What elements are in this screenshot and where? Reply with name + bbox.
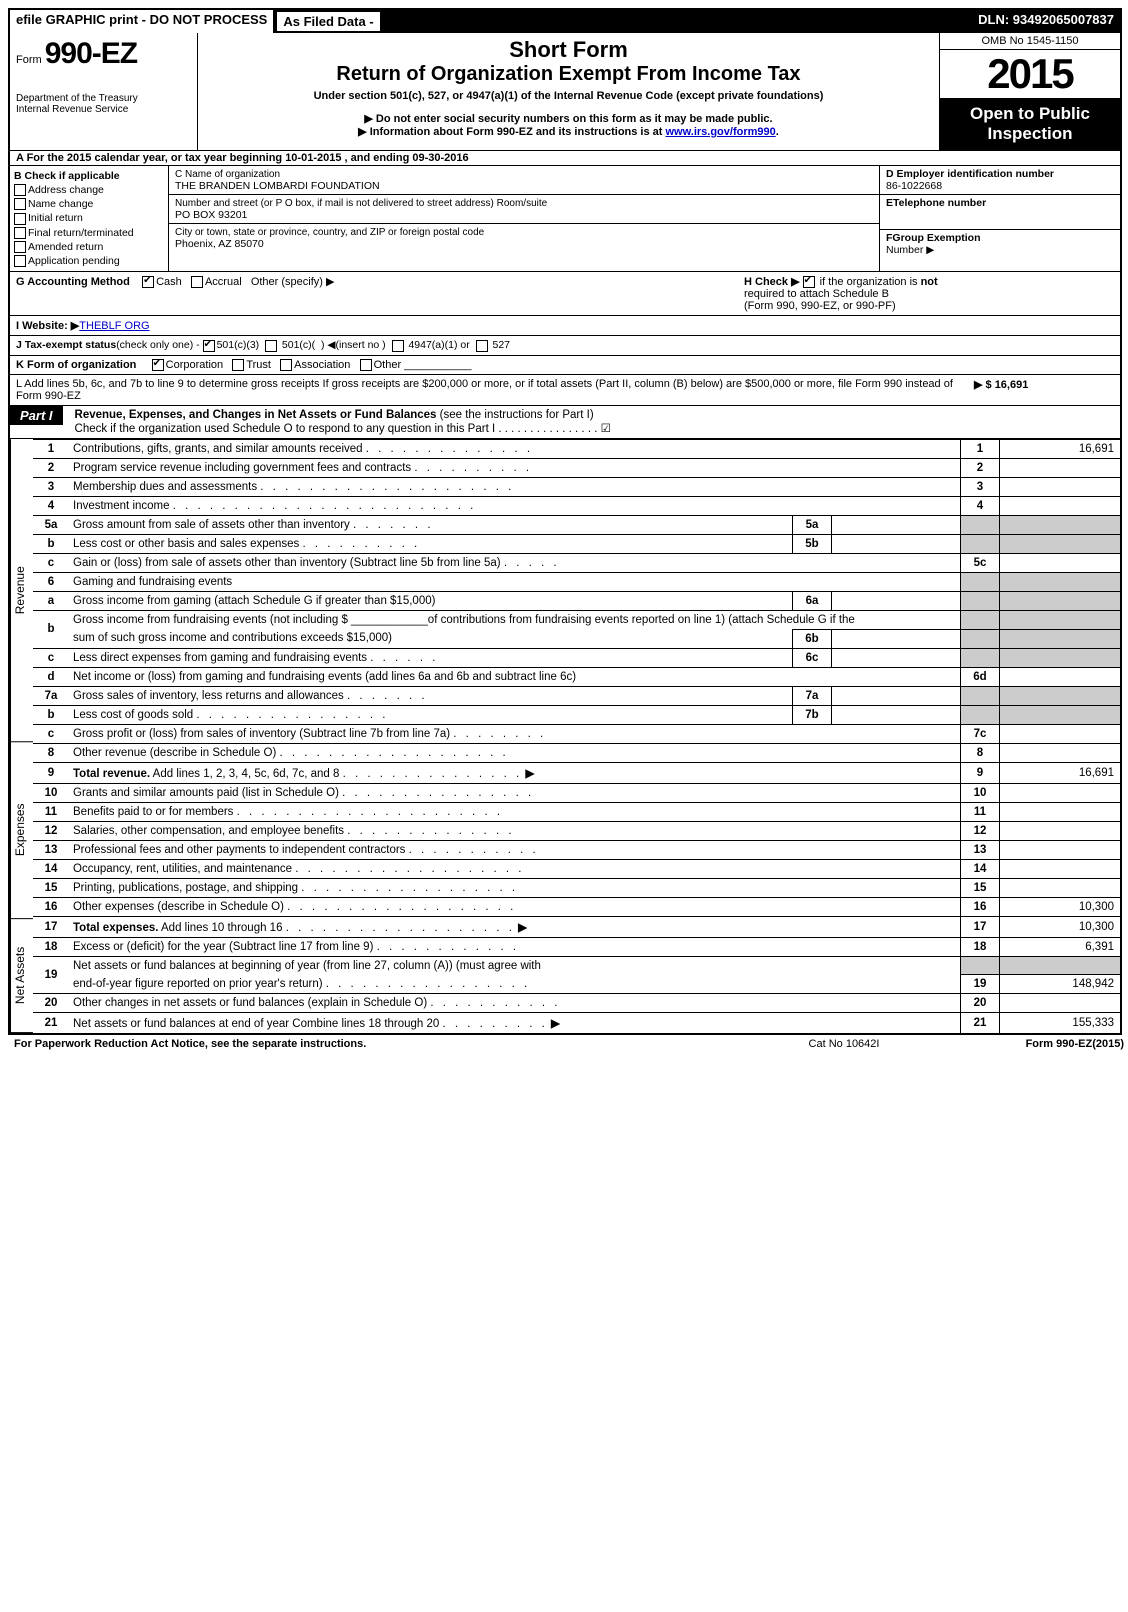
line-3: 3Membership dues and assessments . . . .… <box>33 477 1120 496</box>
street-address: PO BOX 93201 <box>175 209 247 221</box>
bullet-2: ▶ Information about Form 990-EZ and its … <box>206 125 931 138</box>
chk-trust[interactable] <box>232 359 244 371</box>
chk-final[interactable] <box>14 227 26 239</box>
chk-other[interactable] <box>360 359 372 371</box>
header-row: Form 990-EZ Department of the Treasury I… <box>10 33 1120 151</box>
subtitle: Under section 501(c), 527, or 4947(a)(1)… <box>206 90 931 102</box>
line-11: 11Benefits paid to or for members . . . … <box>33 802 1120 821</box>
title-return: Return of Organization Exempt From Incom… <box>206 63 931 86</box>
lines-area: Revenue Expenses Net Assets 1Contributio… <box>10 439 1120 1034</box>
info-grid: B Check if applicable Address change Nam… <box>10 166 1120 272</box>
cat-no: Cat No 10642I <box>744 1038 944 1050</box>
dept-treasury: Department of the Treasury <box>16 93 191 104</box>
bullet-1: ▶ Do not enter social security numbers o… <box>206 112 931 125</box>
line-6: 6Gaming and fundraising events <box>33 572 1120 591</box>
form-number: 990-EZ <box>45 37 137 70</box>
line-16: 16Other expenses (describe in Schedule O… <box>33 897 1120 916</box>
section-a: A For the 2015 calendar year, or tax yea… <box>10 151 1120 166</box>
line-18: 18Excess or (deficit) for the year (Subt… <box>33 937 1120 956</box>
omb-number: OMB No 1545-1150 <box>940 33 1120 50</box>
form-prefix: Form <box>16 54 42 66</box>
top-bar: efile GRAPHIC print - DO NOT PROCESS As … <box>10 10 1120 33</box>
line-20: 20Other changes in net assets or fund ba… <box>33 994 1120 1013</box>
line-7c: cGross profit or (loss) from sales of in… <box>33 724 1120 743</box>
dept-irs: Internal Revenue Service <box>16 104 191 115</box>
row-k: K Form of organization Corporation Trust… <box>10 356 1120 375</box>
row-j: J Tax-exempt status(check only one) - 50… <box>10 336 1120 355</box>
line-4: 4Investment income . . . . . . . . . . .… <box>33 496 1120 515</box>
open-to-public: Open to Public Inspection <box>940 98 1120 150</box>
header-left: Form 990-EZ Department of the Treasury I… <box>10 33 198 150</box>
line-10: 10Grants and similar amounts paid (list … <box>33 783 1120 802</box>
line-5c: cGain or (loss) from sale of assets othe… <box>33 553 1120 572</box>
chk-corp[interactable] <box>152 359 164 371</box>
line-6d: dNet income or (loss) from gaming and fu… <box>33 667 1120 686</box>
row-g: G Accounting Method Cash Accrual Other (… <box>16 275 734 312</box>
form-footer: Form 990-EZ(2015) <box>944 1038 1124 1050</box>
line-13: 13Professional fees and other payments t… <box>33 840 1120 859</box>
city-state-zip: Phoenix, AZ 85070 <box>175 238 264 250</box>
title-short-form: Short Form <box>206 37 931 63</box>
line-9: 9Total revenue. Add lines 1, 2, 3, 4, 5c… <box>33 762 1120 783</box>
line-7a: 7aGross sales of inventory, less returns… <box>33 686 1120 705</box>
line-21: 21Net assets or fund balances at end of … <box>33 1013 1120 1034</box>
chk-pending[interactable] <box>14 255 26 267</box>
chk-initial[interactable] <box>14 213 26 225</box>
footer: For Paperwork Reduction Act Notice, see … <box>8 1035 1128 1053</box>
chk-name[interactable] <box>14 198 26 210</box>
header-right: OMB No 1545-1150 2015 Open to Public Ins… <box>940 33 1120 150</box>
expenses-label: Expenses <box>10 742 33 919</box>
column-c: C Name of organization THE BRANDEN LOMBA… <box>169 166 880 271</box>
part-i-header: Part I Revenue, Expenses, and Changes in… <box>10 406 1120 439</box>
mid-rows: G Accounting Method Cash Accrual Other (… <box>10 272 1120 438</box>
line-7b: bLess cost of goods sold . . . . . . . .… <box>33 705 1120 724</box>
line-17: 17Total expenses. Add lines 10 through 1… <box>33 916 1120 937</box>
row-h: H Check ▶ if the organization is not req… <box>734 275 1114 312</box>
efile-label: efile GRAPHIC print - DO NOT PROCESS <box>10 10 275 33</box>
row-i: I Website: ▶THEBLF ORG <box>10 316 1120 336</box>
line-6c: cLess direct expenses from gaming and fu… <box>33 648 1120 667</box>
line-6b2: sum of such gross income and contributio… <box>33 629 1120 648</box>
netassets-label: Net Assets <box>10 919 33 1033</box>
chk-assoc[interactable] <box>280 359 292 371</box>
line-6b1: bGross income from fundraising events (n… <box>33 610 1120 629</box>
paperwork-notice: For Paperwork Reduction Act Notice, see … <box>14 1038 744 1050</box>
chk-cash[interactable] <box>142 276 154 288</box>
line-6a: aGross income from gaming (attach Schedu… <box>33 591 1120 610</box>
ein-value: 86-1022668 <box>886 180 942 192</box>
row-l-amount: ▶ $ 16,691 <box>974 378 1114 402</box>
chk-accrual[interactable] <box>191 276 203 288</box>
dln-label: DLN: 93492065007837 <box>972 10 1120 33</box>
column-de: D Employer identification number 86-1022… <box>880 166 1120 271</box>
line-12: 12Salaries, other compensation, and empl… <box>33 821 1120 840</box>
revenue-label: Revenue <box>10 439 33 742</box>
form-page: efile GRAPHIC print - DO NOT PROCESS As … <box>8 8 1122 1035</box>
irs-link[interactable]: www.irs.gov/form990 <box>666 126 776 138</box>
org-name: THE BRANDEN LOMBARDI FOUNDATION <box>175 180 380 192</box>
row-l: L Add lines 5b, 6c, and 7b to line 9 to … <box>10 375 1120 406</box>
lines-table: 1Contributions, gifts, grants, and simil… <box>33 439 1120 1034</box>
line-19a: 19Net assets or fund balances at beginni… <box>33 956 1120 975</box>
website-link[interactable]: THEBLF ORG <box>79 320 149 332</box>
line-2: 2Program service revenue including gover… <box>33 458 1120 477</box>
line-5b: bLess cost or other basis and sales expe… <box>33 534 1120 553</box>
line-19b: end-of-year figure reported on prior yea… <box>33 975 1120 994</box>
column-b: B Check if applicable Address change Nam… <box>10 166 169 271</box>
tax-year: 2015 <box>940 50 1120 98</box>
line-15: 15Printing, publications, postage, and s… <box>33 878 1120 897</box>
line-8: 8Other revenue (describe in Schedule O) … <box>33 743 1120 762</box>
chk-amended[interactable] <box>14 241 26 253</box>
as-filed-label: As Filed Data - <box>275 10 381 33</box>
header-middle: Short Form Return of Organization Exempt… <box>198 33 940 150</box>
chk-h[interactable] <box>803 276 815 288</box>
line-1: 1Contributions, gifts, grants, and simil… <box>33 439 1120 458</box>
part-i-label: Part I <box>10 406 63 425</box>
chk-address[interactable] <box>14 184 26 196</box>
line-5a: 5aGross amount from sale of assets other… <box>33 515 1120 534</box>
line-14: 14Occupancy, rent, utilities, and mainte… <box>33 859 1120 878</box>
